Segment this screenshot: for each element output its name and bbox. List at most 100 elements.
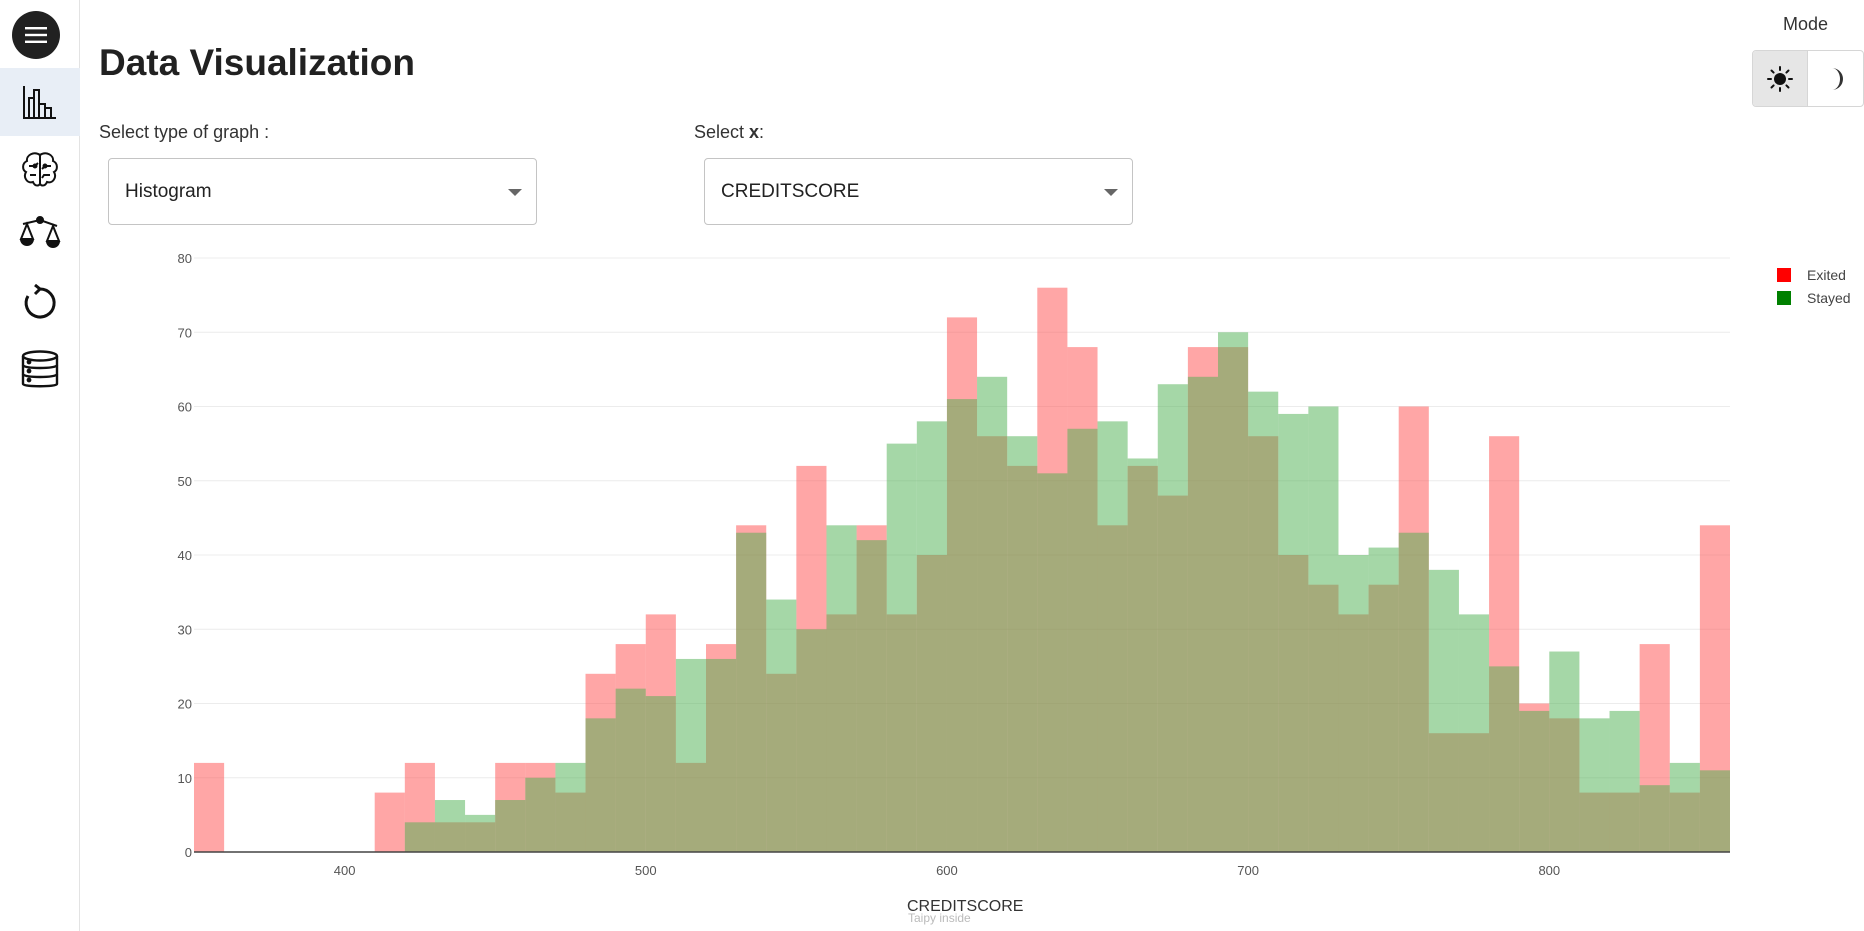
chevron-down-icon bbox=[508, 189, 522, 196]
bar-stayed bbox=[1338, 555, 1369, 852]
x-label-prefix: Select bbox=[694, 122, 750, 142]
bar-stayed bbox=[886, 443, 917, 852]
y-tick-label: 30 bbox=[178, 622, 192, 637]
bar-stayed bbox=[916, 421, 947, 852]
bar-stayed bbox=[1489, 666, 1520, 852]
bar-stayed bbox=[525, 777, 556, 852]
x-tick-label: 800 bbox=[1538, 863, 1560, 878]
x-select[interactable]: CREDITSCORE bbox=[704, 158, 1133, 225]
x-tick-label: 400 bbox=[334, 863, 356, 878]
y-tick-label: 80 bbox=[178, 251, 192, 266]
sidebar-item-visualization[interactable] bbox=[0, 68, 80, 136]
bar-stayed bbox=[1157, 384, 1188, 852]
brain-icon bbox=[22, 152, 58, 187]
hamburger-icon bbox=[25, 27, 47, 43]
legend-swatch-stayed bbox=[1777, 291, 1791, 305]
bar-stayed bbox=[1398, 532, 1429, 852]
scale-icon bbox=[19, 216, 61, 248]
sidebar bbox=[0, 0, 80, 931]
x-select-label: Select x: bbox=[694, 122, 764, 143]
sidebar-item-compare[interactable] bbox=[0, 200, 80, 268]
bar-stayed bbox=[1248, 391, 1279, 852]
bar-stayed bbox=[1579, 718, 1610, 852]
bar-stayed bbox=[1067, 428, 1098, 852]
y-tick-label: 40 bbox=[178, 548, 192, 563]
bar-stayed bbox=[1308, 406, 1339, 852]
x-axis-title: CREDITSCORE bbox=[907, 898, 1024, 915]
x-tick-label: 500 bbox=[635, 863, 657, 878]
bar-stayed bbox=[404, 822, 435, 852]
bar-stayed bbox=[766, 599, 797, 852]
mode-label: Mode bbox=[1783, 14, 1829, 34]
graph-type-label: Select type of graph : bbox=[99, 122, 270, 142]
sidebar-item-databases[interactable] bbox=[0, 336, 80, 404]
graph-type-select[interactable]: Histogram bbox=[108, 158, 537, 225]
bar-stayed bbox=[826, 525, 857, 852]
x-tick-label: 700 bbox=[1237, 863, 1259, 878]
bar-exited bbox=[194, 762, 225, 852]
bar-stayed bbox=[1127, 458, 1158, 852]
legend-label-stayed: Stayed bbox=[1807, 290, 1851, 306]
x-label-bold: x bbox=[749, 122, 760, 142]
theme-toggle bbox=[1752, 50, 1864, 107]
light-mode-button[interactable] bbox=[1753, 51, 1809, 106]
bar-stayed bbox=[434, 800, 466, 852]
database-icon bbox=[21, 350, 59, 388]
bar-stayed bbox=[1218, 332, 1249, 852]
sun-icon bbox=[1767, 65, 1793, 92]
y-tick-label: 0 bbox=[185, 845, 192, 860]
moon-icon bbox=[1831, 67, 1843, 90]
bar-stayed bbox=[1519, 710, 1550, 852]
graph-type-value: Histogram bbox=[125, 180, 212, 202]
bar-stayed bbox=[465, 814, 496, 852]
refresh-icon bbox=[24, 284, 56, 319]
bar-stayed bbox=[645, 696, 676, 852]
bar-stayed bbox=[675, 658, 706, 852]
legend-label-exited: Exited bbox=[1807, 267, 1846, 283]
x-tick-label: 600 bbox=[936, 863, 958, 878]
bar-stayed bbox=[1669, 762, 1700, 852]
legend-item-exited[interactable]: Exited bbox=[1777, 267, 1846, 283]
bar-stayed bbox=[1037, 473, 1068, 852]
y-tick-label: 60 bbox=[178, 400, 192, 415]
bar-stayed bbox=[1368, 547, 1399, 852]
sidebar-item-cycles[interactable] bbox=[0, 269, 80, 337]
bar-stayed bbox=[1278, 413, 1309, 852]
y-tick-label: 70 bbox=[178, 325, 192, 340]
bar-stayed bbox=[856, 540, 887, 852]
bar-stayed bbox=[796, 629, 827, 852]
bar-stayed bbox=[977, 376, 1008, 852]
bar-stayed bbox=[706, 658, 737, 852]
bar-stayed bbox=[1699, 770, 1730, 852]
bar-stayed bbox=[1187, 376, 1218, 852]
y-tick-label: 10 bbox=[178, 771, 192, 786]
y-tick-label: 50 bbox=[178, 474, 192, 489]
menu-button[interactable] bbox=[12, 11, 60, 59]
bar-stayed bbox=[1428, 569, 1459, 852]
bar-chart-icon bbox=[23, 86, 56, 119]
bar-stayed bbox=[615, 688, 646, 852]
bar-stayed bbox=[1007, 436, 1038, 852]
bar-stayed bbox=[555, 762, 586, 852]
dark-mode-button[interactable] bbox=[1808, 51, 1863, 106]
x-select-value: CREDITSCORE bbox=[721, 180, 860, 202]
bar-stayed bbox=[1458, 614, 1490, 852]
watermark: Taipy inside bbox=[908, 911, 971, 925]
bar-stayed bbox=[736, 532, 767, 852]
legend-item-stayed[interactable]: Stayed bbox=[1777, 290, 1851, 306]
page-title: Data Visualization bbox=[99, 42, 415, 83]
bar-stayed bbox=[1639, 785, 1670, 852]
bar-stayed bbox=[585, 718, 616, 852]
bar-stayed bbox=[1097, 421, 1128, 852]
y-tick-label: 20 bbox=[178, 697, 192, 712]
bar-stayed bbox=[1609, 710, 1640, 852]
bar-exited bbox=[374, 792, 405, 852]
chevron-down-icon bbox=[1104, 189, 1118, 196]
legend-swatch-exited bbox=[1777, 268, 1791, 282]
x-label-suffix: : bbox=[759, 122, 765, 142]
sidebar-item-model-manager[interactable] bbox=[0, 136, 80, 204]
bar-stayed bbox=[946, 399, 978, 852]
bar-stayed bbox=[495, 800, 526, 852]
bar-stayed bbox=[1549, 651, 1580, 852]
